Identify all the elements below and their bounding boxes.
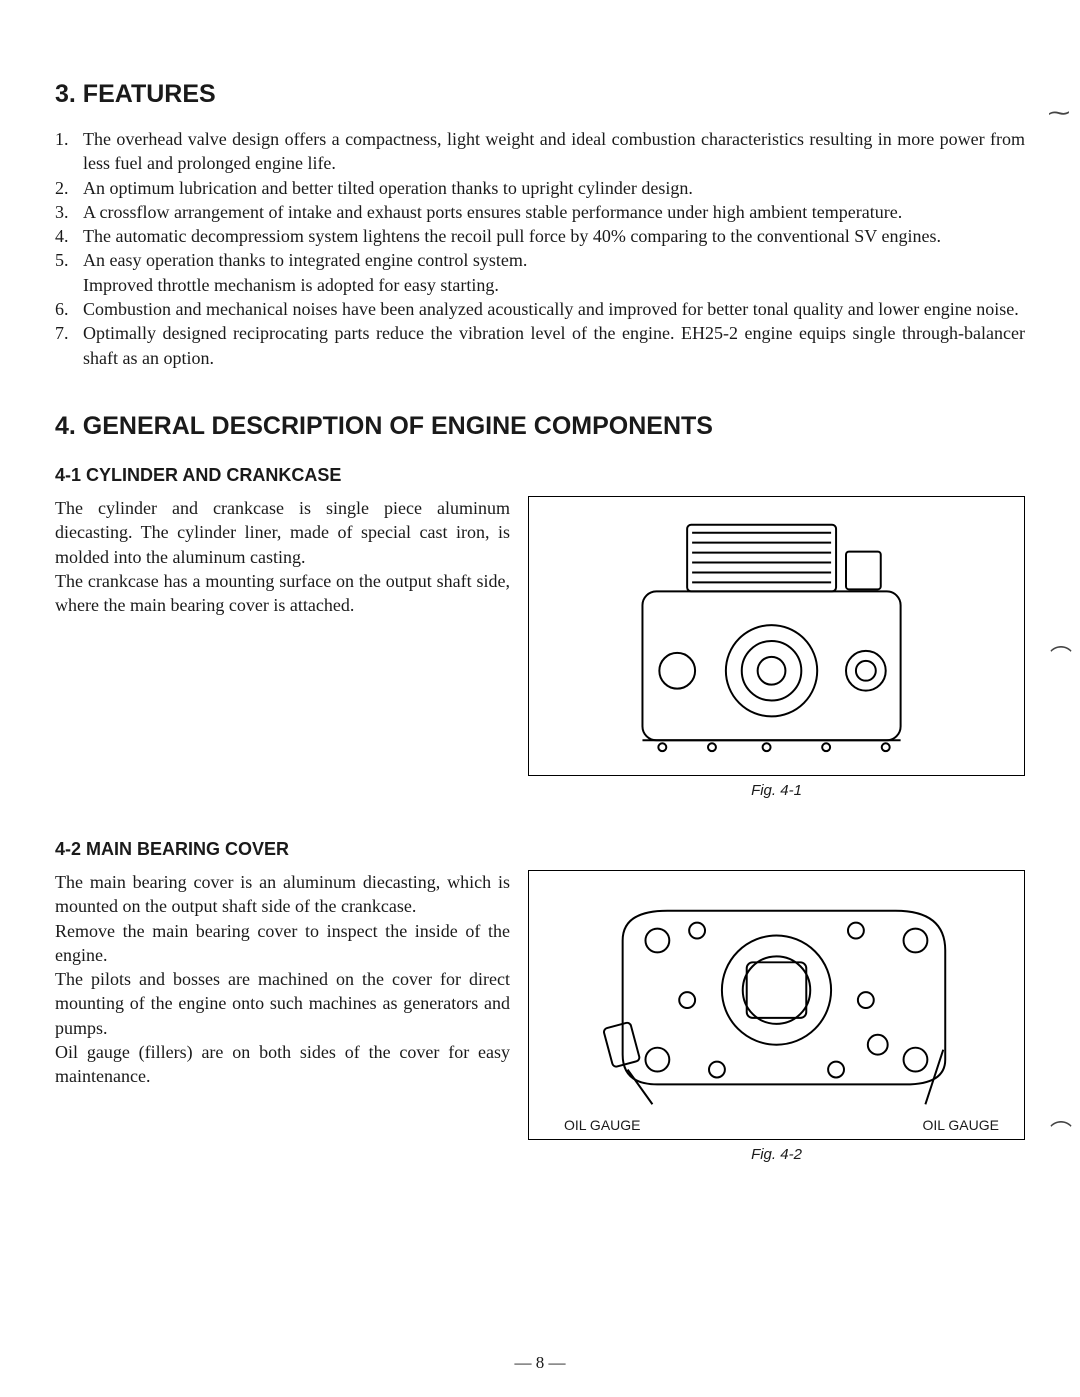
feature-item: Optimally designed reciprocating parts r…	[55, 321, 1025, 370]
scan-mark-icon: ⌒	[1050, 1115, 1072, 1147]
figure-4-2: OIL GAUGE OIL GAUGE	[528, 870, 1025, 1140]
subsection-4-1-heading: 4-1 CYLINDER AND CRANKCASE	[55, 465, 1025, 486]
crankcase-illustration-icon	[529, 497, 1024, 775]
paragraph: The crankcase has a mounting surface on …	[55, 569, 510, 618]
feature-item: The automatic decompressiom system light…	[55, 224, 1025, 248]
paragraph: The main bearing cover is an aluminum di…	[55, 870, 510, 919]
scan-mark-icon: ⁓	[1048, 100, 1070, 126]
paragraph: The cylinder and crankcase is single pie…	[55, 496, 510, 569]
section-3-heading: 3. FEATURES	[55, 80, 1025, 109]
paragraph: The pilots and bosses are machined on th…	[55, 967, 510, 1040]
bearing-cover-illustration-icon	[529, 871, 1024, 1139]
subsection-4-2-text: The main bearing cover is an aluminum di…	[55, 870, 510, 1089]
feature-item: An optimum lubrication and better tilted…	[55, 176, 1025, 200]
figure-4-1-caption: Fig. 4-1	[751, 782, 802, 799]
page-number: — 8 —	[0, 1353, 1080, 1373]
feature-item: Combustion and mechanical noises have be…	[55, 297, 1025, 321]
feature-item: An easy operation thanks to integrated e…	[55, 248, 1025, 297]
oil-gauge-label-right: OIL GAUGE	[922, 1117, 999, 1133]
features-list: The overhead valve design offers a compa…	[55, 127, 1025, 370]
oil-gauge-label-left: OIL GAUGE	[564, 1117, 641, 1133]
subsection-4-2-heading: 4-2 MAIN BEARING COVER	[55, 839, 1025, 860]
figure-4-1	[528, 496, 1025, 776]
scan-mark-icon: ⌒	[1050, 640, 1072, 672]
section-4-heading: 4. GENERAL DESCRIPTION OF ENGINE COMPONE…	[55, 412, 1025, 441]
subsection-4-1-text: The cylinder and crankcase is single pie…	[55, 496, 510, 617]
figure-4-2-caption: Fig. 4-2	[751, 1146, 802, 1163]
feature-item: A crossflow arrangement of intake and ex…	[55, 200, 1025, 224]
feature-item: The overhead valve design offers a compa…	[55, 127, 1025, 176]
paragraph: Remove the main bearing cover to inspect…	[55, 919, 510, 968]
paragraph: Oil gauge (fillers) are on both sides of…	[55, 1040, 510, 1089]
